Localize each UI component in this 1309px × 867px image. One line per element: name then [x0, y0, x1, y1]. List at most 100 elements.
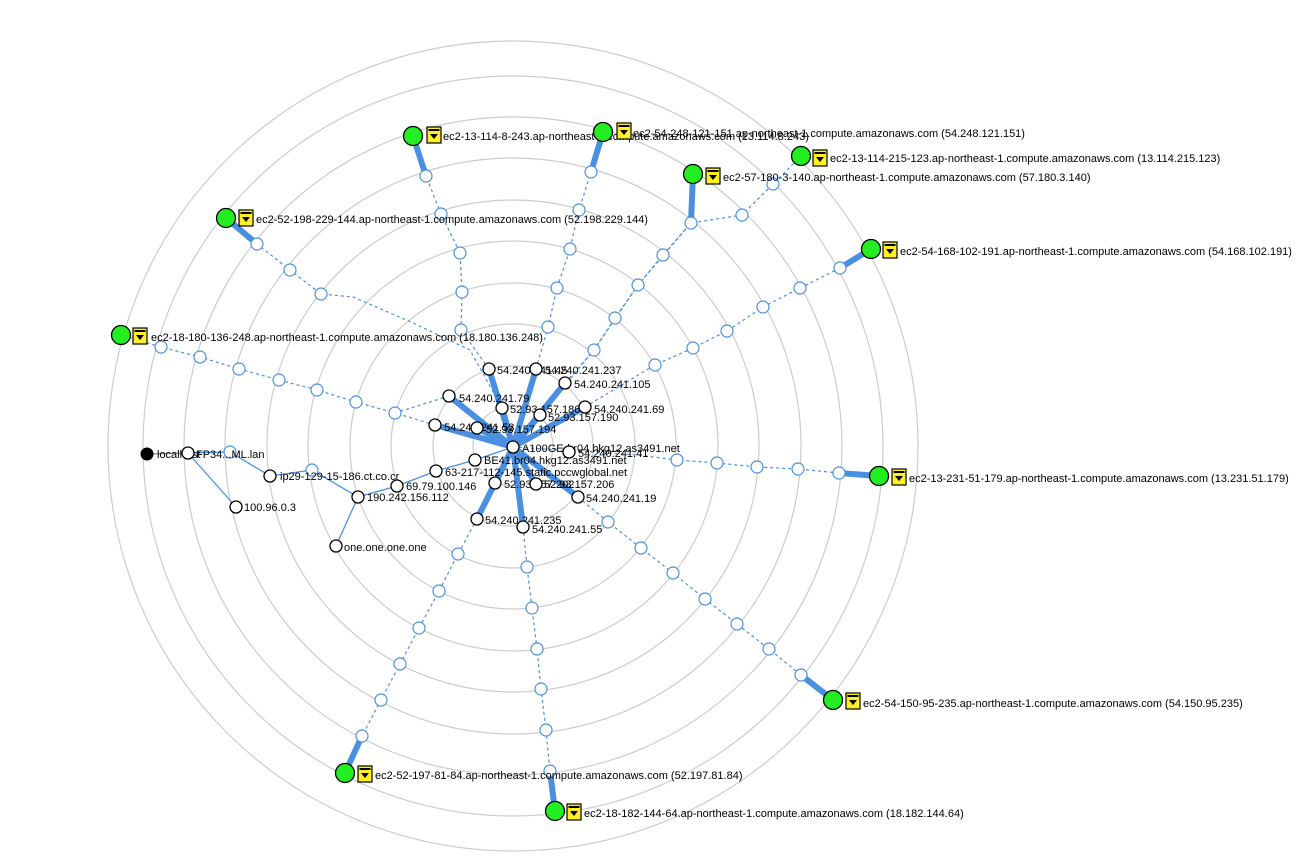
router-node[interactable] [351, 490, 365, 504]
router-hop[interactable]: 54.240.241.55 [516, 520, 602, 536]
router-hop[interactable]: 100.96.0.3 [229, 500, 296, 514]
router-node[interactable] [571, 490, 585, 504]
router-node[interactable] [229, 500, 243, 514]
target-host[interactable]: ec2-18-182-144-64.ap-northeast-1.compute… [544, 800, 964, 822]
unresponsive-hop-node[interactable] [550, 281, 564, 295]
router-hop[interactable]: 63-217-112-145.static.pccwglobal.net [429, 464, 627, 479]
unresponsive-hop-node[interactable] [193, 350, 207, 364]
unresponsive-hop-node[interactable] [374, 693, 388, 707]
router-node[interactable] [470, 421, 484, 435]
unresponsive-hop-node[interactable] [833, 261, 847, 275]
router-hop[interactable]: 190.242.156.112 [351, 490, 449, 504]
router-hop[interactable]: 54.240.241.19 [571, 490, 656, 505]
target-host[interactable]: ec2-54-248-121-151.ap-northeast-1.comput… [592, 121, 1025, 143]
unresponsive-hop-node[interactable] [223, 445, 237, 459]
unresponsive-hop-node[interactable] [601, 515, 615, 529]
unresponsive-hop-node[interactable] [648, 358, 662, 372]
unresponsive-hop-node[interactable] [349, 395, 363, 409]
router-node[interactable] [529, 477, 543, 491]
target-host[interactable]: ec2-13-114-215-123.ap-northeast-1.comput… [790, 145, 1221, 167]
unresponsive-hop-node[interactable] [525, 601, 539, 615]
unresponsive-hop-node[interactable] [730, 617, 744, 631]
target-host[interactable]: ec2-54-168-102-191.ap-northeast-1.comput… [860, 238, 1292, 260]
router-node[interactable] [470, 512, 484, 526]
router-hop[interactable]: 52.93.157.206 [529, 477, 614, 491]
unresponsive-hop-node[interactable] [791, 462, 805, 476]
router-hop[interactable]: 52.93.157.194 [470, 421, 556, 436]
target-host-node[interactable] [110, 324, 132, 346]
router-hop[interactable]: BE41.br04.hkg12.as3491.net [468, 453, 627, 467]
unresponsive-hop-node[interactable] [355, 729, 369, 743]
unresponsive-hop-node[interactable] [698, 592, 712, 606]
router-node[interactable] [429, 464, 443, 478]
target-host-node[interactable] [822, 689, 844, 711]
unresponsive-hop-node[interactable] [762, 642, 776, 656]
router-node[interactable] [516, 520, 530, 534]
router-node[interactable] [533, 408, 547, 422]
unresponsive-hop-node[interactable] [756, 300, 770, 314]
router-hop[interactable]: one.one.one.one [329, 539, 427, 554]
unresponsive-hop-node[interactable] [272, 373, 286, 387]
unresponsive-hop-node[interactable] [541, 320, 555, 334]
router-node[interactable] [468, 453, 482, 467]
router-hop[interactable]: 54.240.241.237 [529, 362, 621, 377]
router-hop[interactable]: 69.79.100.146 [390, 479, 476, 493]
unresponsive-hop-node[interactable] [455, 285, 469, 299]
unresponsive-hop-node[interactable] [587, 343, 601, 357]
router-node[interactable] [442, 389, 456, 403]
target-host-node[interactable] [215, 207, 237, 229]
unresponsive-hop-node[interactable] [453, 246, 467, 260]
router-node[interactable] [482, 362, 496, 376]
unresponsive-hop-node[interactable] [670, 453, 684, 467]
target-host-node[interactable] [592, 121, 614, 143]
target-host[interactable]: ec2-52-197-81-84.ap-northeast-1.compute.… [334, 762, 743, 784]
unresponsive-hop-node[interactable] [563, 242, 577, 256]
unresponsive-hop-node[interactable] [154, 340, 168, 354]
unresponsive-hop-node[interactable] [534, 682, 548, 696]
target-host-node[interactable] [334, 762, 356, 784]
unresponsive-hop-node[interactable] [232, 362, 246, 376]
target-host-node[interactable] [682, 163, 704, 185]
unresponsive-hop-node[interactable] [720, 324, 734, 338]
router-hop[interactable]: A100GE-br04.hkg12.as3491.net [506, 440, 680, 455]
router-node[interactable] [390, 479, 404, 493]
router-node[interactable] [495, 401, 509, 415]
router-hop[interactable] [181, 446, 195, 460]
target-host-node[interactable] [402, 125, 424, 147]
router-node[interactable] [506, 440, 520, 454]
unresponsive-hop-node[interactable] [832, 466, 846, 480]
local-host-node[interactable] [140, 447, 154, 461]
target-host[interactable]: ec2-54-150-95-235.ap-northeast-1.compute… [822, 689, 1243, 711]
unresponsive-hop-node[interactable] [454, 323, 468, 337]
unresponsive-hop-node[interactable] [530, 642, 544, 656]
target-host[interactable]: ec2-52-198-229-144.ap-northeast-1.comput… [215, 207, 648, 229]
router-node[interactable] [562, 445, 576, 459]
unresponsive-hop-node[interactable] [750, 460, 764, 474]
unresponsive-hop-node[interactable] [634, 541, 648, 555]
unresponsive-hop-node[interactable] [520, 560, 534, 574]
target-host[interactable]: ec2-18-180-136-248.ap-northeast-1.comput… [110, 324, 543, 346]
unresponsive-hop-node[interactable] [305, 463, 319, 477]
unresponsive-hop-node[interactable] [434, 207, 448, 221]
unresponsive-hop-node[interactable] [419, 169, 433, 183]
unresponsive-hop-node[interactable] [310, 383, 324, 397]
unresponsive-hop-node[interactable] [393, 657, 407, 671]
unresponsive-hop-node[interactable] [543, 764, 557, 778]
unresponsive-hop-node[interactable] [686, 341, 700, 355]
unresponsive-hop-node[interactable] [656, 248, 670, 262]
router-hop[interactable]: 54.240.241.79 [442, 389, 529, 405]
unresponsive-hop-node[interactable] [793, 281, 807, 295]
router-node[interactable] [529, 362, 543, 376]
target-host[interactable]: ec2-13-231-51-179.ap-northeast-1.compute… [868, 465, 1289, 487]
unresponsive-hop-node[interactable] [666, 566, 680, 580]
unresponsive-hop-node[interactable] [684, 216, 698, 230]
target-host[interactable]: ec2-57-180-3-140.ap-northeast-1.compute.… [682, 163, 1091, 185]
unresponsive-hop-node[interactable] [735, 208, 749, 222]
router-node[interactable] [558, 376, 572, 390]
router-hop[interactable]: 54.240.241.105 [558, 376, 650, 391]
router-hop[interactable]: 52.93.157.186 [495, 401, 580, 416]
router-node[interactable] [181, 446, 195, 460]
target-host-node[interactable] [544, 800, 566, 822]
router-node[interactable] [263, 469, 277, 483]
unresponsive-hop-node[interactable] [432, 584, 446, 598]
